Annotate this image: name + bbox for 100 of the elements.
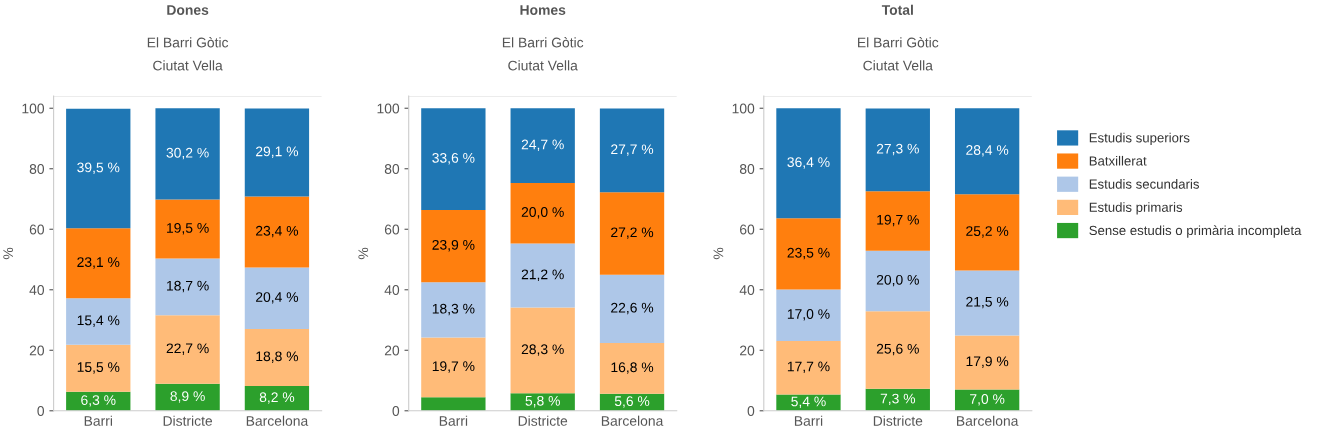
chart-subtitle: El Barri Gòtic Ciutat Vella (147, 37, 229, 71)
data-label: 23,9 % (432, 239, 475, 252)
data-label: 8,9 % (170, 391, 205, 403)
data-label: 24,7 % (521, 139, 564, 151)
bar (510, 182, 575, 244)
bar (865, 250, 930, 312)
data-label: 28,4 % (966, 145, 1009, 157)
bar (244, 385, 310, 411)
data-label: 22,7 % (166, 343, 209, 355)
data-label: 22,6 % (611, 302, 654, 315)
bar (510, 307, 575, 394)
bar (599, 108, 665, 193)
chart-title: Total (881, 4, 913, 15)
data-label: 19,7 % (432, 361, 475, 373)
bar (599, 192, 665, 275)
x-tick-label: Districte (163, 415, 213, 426)
y-tick-label: 40 (29, 285, 45, 295)
legend-label: Estudis secundaris (1089, 179, 1200, 189)
bar (954, 108, 1020, 195)
bar (155, 108, 220, 200)
bar (954, 270, 1020, 336)
x-tick-label: Barri (84, 415, 112, 426)
data-label: 18,7 % (167, 280, 209, 293)
data-label: 27,7 % (611, 144, 654, 156)
bar (599, 274, 665, 344)
data-label: 18,3 % (432, 303, 475, 316)
data-label: 33,6 % (432, 152, 475, 165)
bar (510, 243, 575, 308)
bar (865, 311, 930, 389)
bar (244, 329, 310, 386)
data-label: 20,0 % (521, 207, 564, 219)
data-label: 7,3 % (880, 393, 916, 406)
bar (155, 383, 220, 411)
bar (510, 108, 575, 183)
y-tick-label: 20 (29, 345, 45, 356)
bar (954, 335, 1020, 390)
y-tick-label: 20 (384, 345, 400, 356)
bar (155, 315, 220, 384)
data-label: 18,8 % (256, 351, 299, 363)
bar (421, 337, 486, 398)
y-tick-label: 60 (384, 224, 400, 235)
bar (865, 108, 930, 192)
data-label: 23,4 % (256, 225, 299, 238)
bar (155, 258, 220, 316)
chart-title: Homes (520, 5, 566, 15)
bar (421, 209, 486, 283)
y-tick-label: 100 (732, 103, 755, 114)
bar (776, 340, 841, 395)
y-tick-label: 80 (384, 164, 400, 174)
bar (865, 191, 930, 251)
y-axis-title: % (713, 247, 724, 260)
legend-label: Estudis primaris (1089, 202, 1183, 215)
y-tick-label: 60 (29, 224, 45, 235)
data-label: 21,2 % (521, 269, 564, 281)
data-label: 23,1 % (77, 257, 120, 269)
y-axis-title: % (358, 247, 369, 260)
data-label: 5,6 % (614, 396, 650, 408)
y-tick-label: 0 (392, 406, 400, 416)
x-tick-label: Barri (439, 415, 468, 426)
y-tick-label: 0 (37, 406, 45, 416)
data-label: 23,5 % (787, 247, 830, 260)
data-label: 20,0 % (876, 274, 919, 287)
y-axis-title: % (3, 247, 14, 260)
bar (776, 218, 841, 290)
data-label: 27,3 % (876, 143, 919, 156)
y-tick-label: 100 (22, 103, 45, 114)
y-tick-label: 100 (377, 103, 400, 114)
data-label: 5,8 % (525, 395, 560, 408)
data-label: 8,2 % (259, 392, 295, 404)
data-label: 29,1 % (256, 146, 299, 158)
chart-title: Dones (167, 5, 209, 15)
legend-label: Sense estudis o primària incompleta (1089, 225, 1302, 238)
data-label: 27,2 % (611, 227, 654, 239)
chart-subtitle: El Barri Gòtic Ciutat Vella (858, 37, 939, 71)
chart-subtitle: El Barri Gòtic Ciutat Vella (502, 37, 584, 71)
bar (421, 397, 486, 411)
data-label: 36,4 % (787, 157, 830, 169)
y-tick-label: 40 (384, 285, 400, 295)
y-tick-label: 20 (740, 345, 755, 356)
data-label: 19,7 % (877, 214, 919, 227)
data-label: 15,5 % (77, 362, 120, 374)
bar (244, 267, 310, 330)
legend-label: Estudis superiors (1089, 132, 1190, 146)
data-label: 7,0 % (970, 394, 1005, 406)
bar (244, 108, 310, 197)
bar (599, 343, 665, 394)
data-label: 25,6 % (876, 343, 919, 356)
data-label: 17,0 % (787, 309, 830, 321)
bar (66, 344, 131, 392)
x-tick-label: Barcelona (601, 415, 664, 426)
bar (776, 394, 841, 411)
data-label: 19,5 % (167, 223, 209, 235)
data-label: 30,2 % (166, 147, 209, 160)
bar (776, 289, 841, 341)
data-label: 17,9 % (966, 356, 1009, 368)
data-label: 28,3 % (521, 344, 564, 356)
data-label: 25,2 % (966, 226, 1009, 238)
bar (155, 199, 220, 259)
data-label: 6,3 % (81, 395, 116, 407)
y-tick-label: 40 (739, 285, 755, 295)
